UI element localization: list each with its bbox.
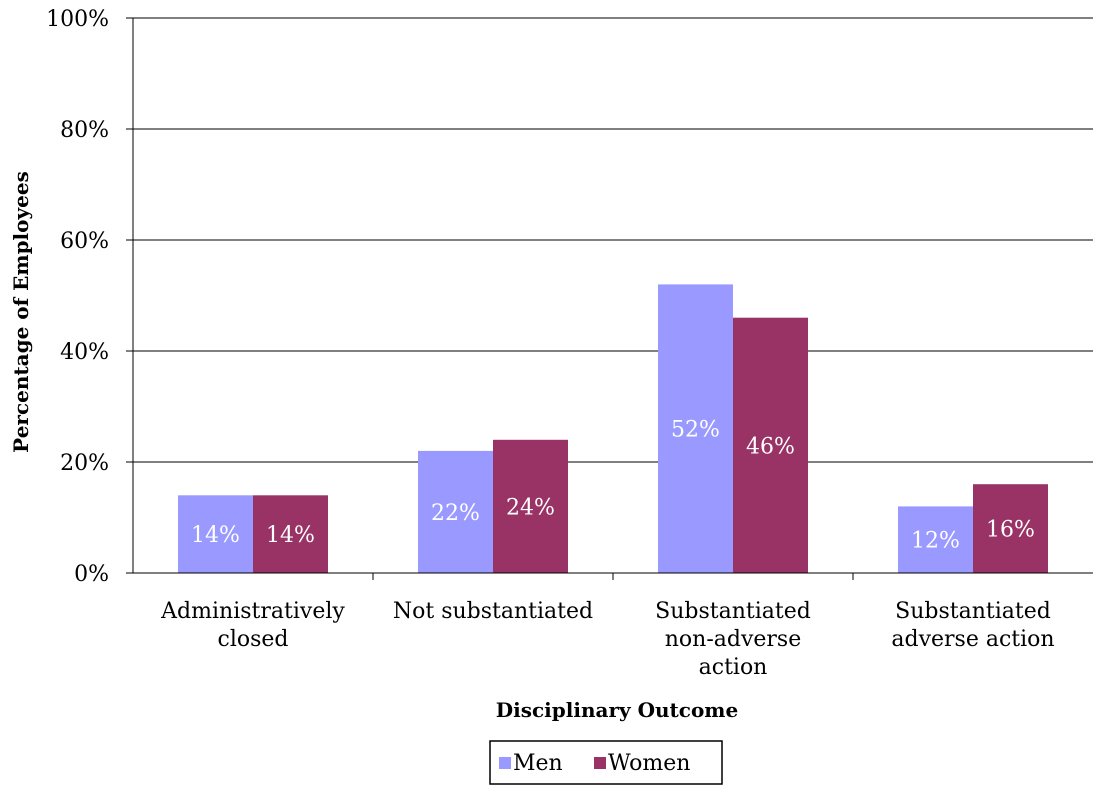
data-label-men: 52%: [671, 418, 720, 443]
gridlines: [126, 17, 1093, 574]
axes: [132, 18, 1093, 580]
legend-swatch-men: [499, 757, 511, 769]
data-label-men: 14%: [191, 523, 240, 548]
bar-women: [493, 439, 568, 573]
y-axis-title: Percentage of Employees: [9, 171, 33, 453]
y-tick-label: 20%: [60, 451, 109, 476]
x-category-label-line: Administratively: [160, 599, 345, 624]
bar-women: [253, 495, 328, 573]
bar-men: [178, 495, 253, 573]
data-label-men: 22%: [431, 501, 480, 526]
legend-label-women: Women: [608, 751, 690, 776]
y-tick-labels: 0% 20% 40% 60% 80% 100%: [46, 7, 109, 587]
y-tick-label: 80%: [60, 118, 109, 143]
data-label-women: 16%: [986, 518, 1035, 543]
data-label-women: 14%: [266, 523, 315, 548]
bar-men: [658, 284, 733, 573]
x-category-labels: Administratively closed Not substantiated S…: [160, 599, 1054, 680]
x-category-label-line: Substantiated: [655, 599, 811, 624]
bar-women: [733, 317, 808, 573]
bar-men: [898, 506, 973, 573]
data-label-women: 46%: [746, 434, 795, 459]
x-category-label: Not substantiated: [393, 599, 593, 624]
data-label-men: 12%: [911, 529, 960, 554]
x-axis-title: Disciplinary Outcome: [496, 698, 738, 722]
data-label-women: 24%: [506, 495, 555, 520]
x-category-label-line: Not substantiated: [393, 599, 593, 624]
legend-label-men: Men: [513, 751, 563, 776]
x-category-label: Administratively closed: [160, 599, 345, 652]
bars: [178, 284, 1048, 573]
legend-swatch-women: [594, 757, 606, 769]
y-tick-label: 0%: [74, 562, 109, 587]
y-tick-label: 100%: [46, 7, 109, 32]
x-category-label-line: closed: [218, 627, 289, 652]
legend: Men Women: [489, 740, 723, 785]
bar-men: [418, 450, 493, 573]
data-labels: 14% 14% 22% 24% 52% 46% 12% 16%: [191, 418, 1035, 554]
x-category-label: Substantiated non-adverse action: [655, 599, 811, 680]
x-category-label-line: non-adverse: [665, 627, 802, 652]
x-category-label-line: Substantiated: [895, 599, 1051, 624]
x-category-label-line: adverse action: [891, 627, 1054, 652]
y-tick-label: 40%: [60, 340, 109, 365]
x-category-label: Substantiated adverse action: [891, 599, 1054, 652]
x-category-label-line: action: [699, 655, 768, 680]
bar-women: [973, 484, 1048, 573]
y-tick-label: 60%: [60, 229, 109, 254]
